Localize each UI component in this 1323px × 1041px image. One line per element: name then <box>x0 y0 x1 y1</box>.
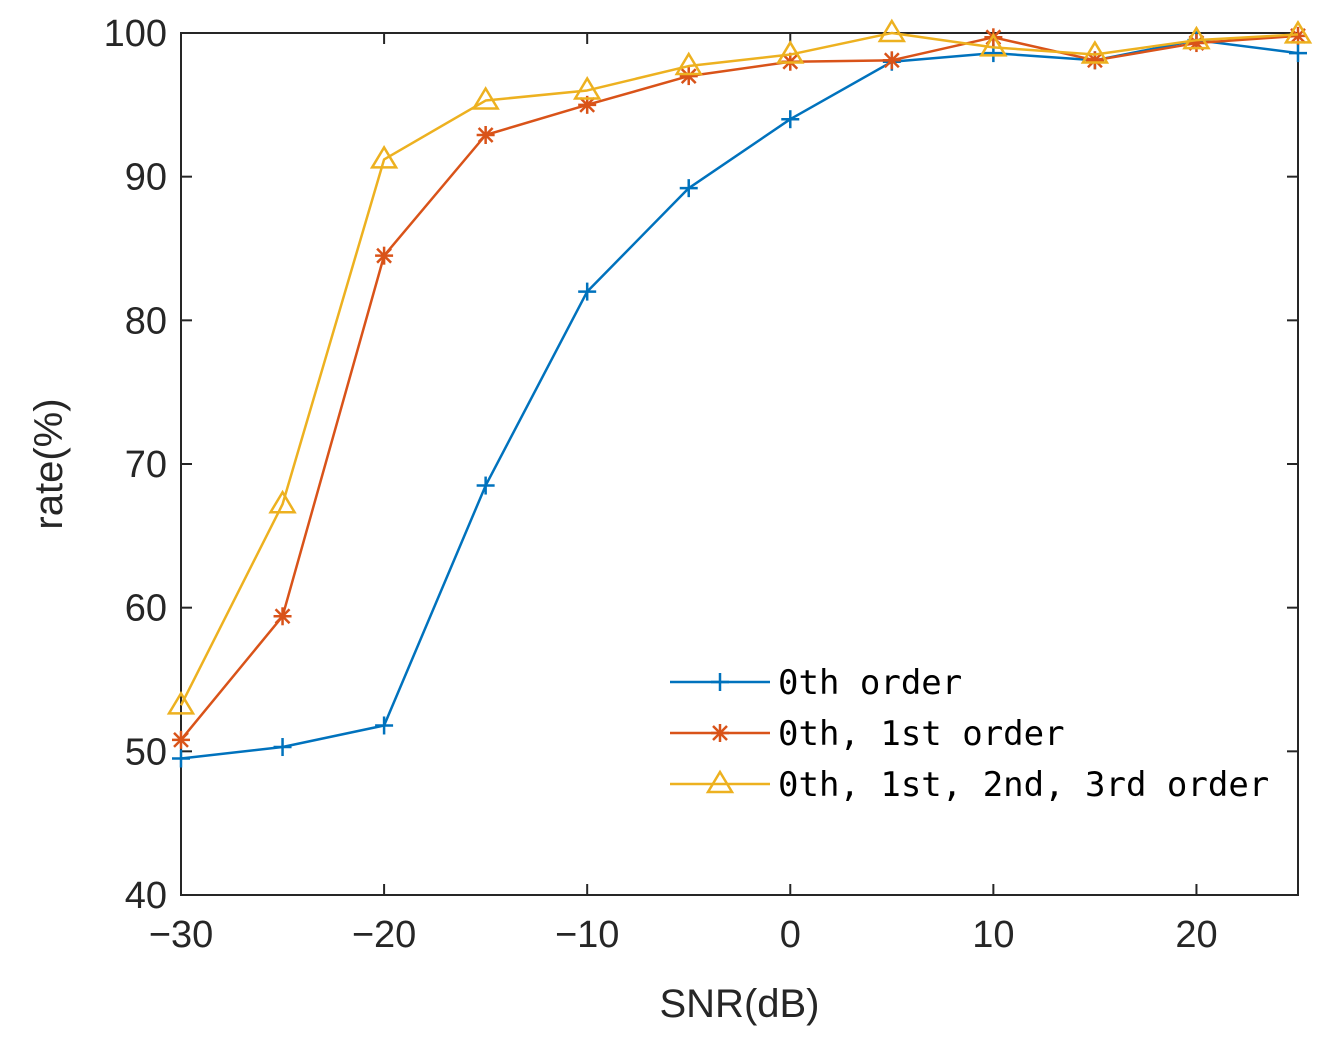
y-axis-title: rate(%) <box>27 398 71 529</box>
data-point-asterisk <box>578 95 597 114</box>
legend-label: 0th order <box>778 663 962 703</box>
data-point-plus <box>375 716 394 735</box>
y-tick-label: 80 <box>125 300 167 342</box>
series-line <box>179 31 1299 706</box>
data-point-triangle <box>1182 25 1211 50</box>
data-point-plus <box>273 738 292 757</box>
x-tick-label: −30 <box>149 914 213 956</box>
legend-label: 0th, 1st order <box>778 714 1065 754</box>
data-point-plus <box>1289 44 1307 63</box>
data-point-triangle <box>979 32 1008 57</box>
data-point-triangle <box>369 144 399 169</box>
data-point-plus <box>711 673 729 691</box>
series-layer <box>166 18 1313 768</box>
data-point-asterisk <box>273 607 292 626</box>
x-tick-label: 20 <box>1175 914 1217 956</box>
legend: 0th order 0th, 1st order 0th, 1st, 2nd, 3r… <box>670 663 1269 805</box>
legend-item: 0th, 1st order <box>670 714 1065 754</box>
y-tick-label: 50 <box>125 731 167 773</box>
x-tick-label: −10 <box>555 914 619 956</box>
y-axis-ticks: 40 50 60 70 80 90 100 <box>104 13 1298 917</box>
y-tick-label: 100 <box>104 13 167 55</box>
data-point-asterisk <box>882 51 901 70</box>
legend-item: 0th, 1st, 2nd, 3rd order <box>670 765 1269 805</box>
data-point-triangle <box>674 51 703 76</box>
data-point-triangle <box>572 76 602 100</box>
series-2 <box>172 26 1307 749</box>
y-tick-label: 90 <box>125 157 167 199</box>
data-point-asterisk <box>679 67 698 86</box>
series-line <box>180 34 1299 741</box>
x-axis-title: SNR(dB) <box>659 982 819 1026</box>
y-tick-label: 60 <box>125 588 167 630</box>
data-point-asterisk <box>476 126 495 145</box>
x-tick-label: 0 <box>780 914 801 956</box>
data-point-triangle <box>166 690 196 715</box>
legend-label: 0th, 1st, 2nd, 3rd order <box>778 765 1269 805</box>
y-tick-label: 40 <box>125 875 167 917</box>
x-tick-label: 10 <box>972 914 1014 956</box>
y-tick-label: 70 <box>125 444 167 486</box>
series-1 <box>172 31 1307 768</box>
data-point-plus <box>679 179 698 198</box>
x-axis-ticks: −30 −20 −10 0 10 20 <box>149 33 1218 956</box>
data-point-asterisk <box>172 730 190 749</box>
data-point-plus <box>172 749 190 768</box>
series-3 <box>166 18 1313 715</box>
data-point-triangle <box>1283 20 1313 44</box>
data-point-asterisk <box>375 246 394 265</box>
data-point-triangle <box>776 40 805 64</box>
data-point-plus <box>578 282 597 301</box>
x-tick-label: −20 <box>352 914 416 956</box>
data-point-triangle <box>877 18 907 43</box>
data-point-triangle <box>1080 40 1110 64</box>
data-point-triangle <box>705 769 735 794</box>
series-line <box>180 38 1299 760</box>
data-point-plus <box>781 110 800 129</box>
data-point-triangle <box>471 86 500 110</box>
data-point-triangle <box>268 489 297 514</box>
data-point-plus <box>476 476 495 495</box>
data-point-asterisk <box>711 724 729 742</box>
legend-item: 0th order <box>670 663 962 703</box>
